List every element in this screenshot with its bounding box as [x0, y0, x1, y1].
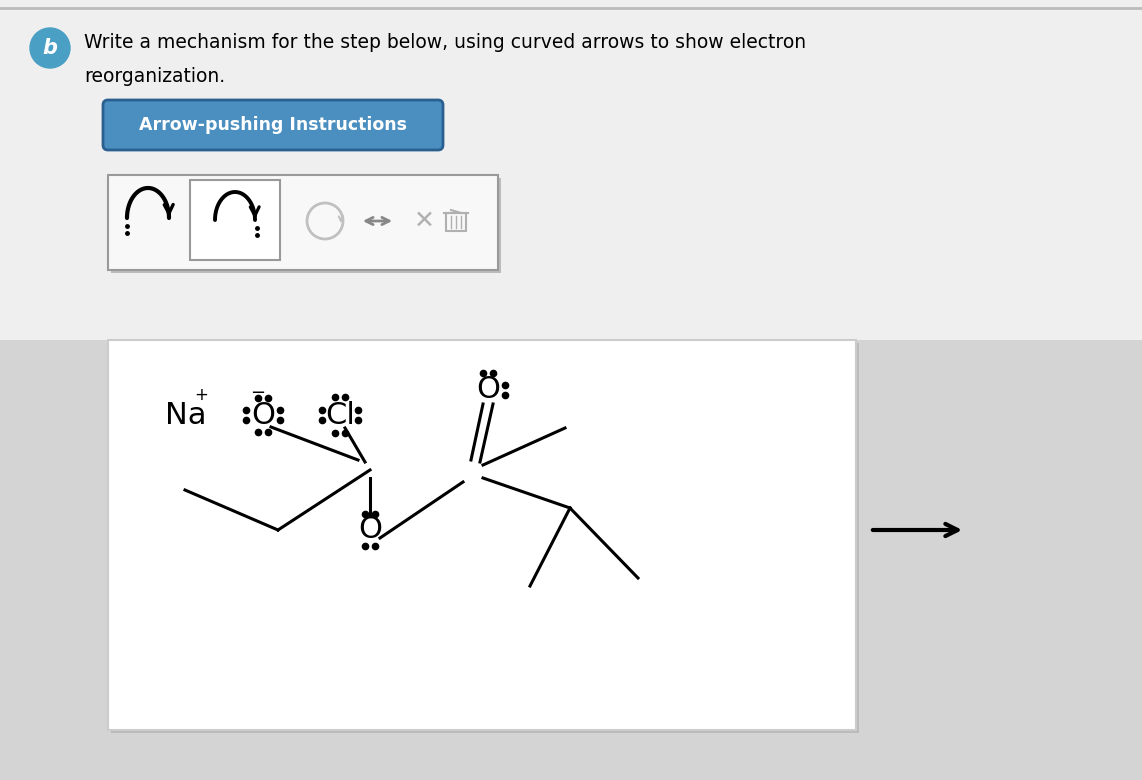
Text: reorganization.: reorganization. [85, 66, 225, 86]
Text: Write a mechanism for the step below, using curved arrows to show electron: Write a mechanism for the step below, us… [85, 33, 806, 51]
Text: O: O [476, 375, 500, 405]
Text: ✕: ✕ [413, 209, 434, 233]
Text: O: O [251, 400, 275, 430]
FancyBboxPatch shape [103, 100, 443, 150]
Bar [111, 178, 501, 273]
Text: +: + [194, 386, 208, 404]
Text: Arrow-pushing Instructions: Arrow-pushing Instructions [139, 116, 407, 134]
Bar [108, 175, 498, 270]
Text: O: O [357, 516, 383, 544]
Text: −: − [250, 384, 266, 402]
Text: Cl: Cl [325, 400, 355, 430]
Bar [190, 180, 280, 260]
Circle shape [30, 28, 70, 68]
Text: b: b [42, 38, 57, 58]
Bar [108, 340, 856, 730]
Bar [111, 343, 859, 733]
Bar [0, 0, 1142, 340]
Text: Na: Na [164, 400, 207, 430]
Bar [447, 213, 466, 231]
